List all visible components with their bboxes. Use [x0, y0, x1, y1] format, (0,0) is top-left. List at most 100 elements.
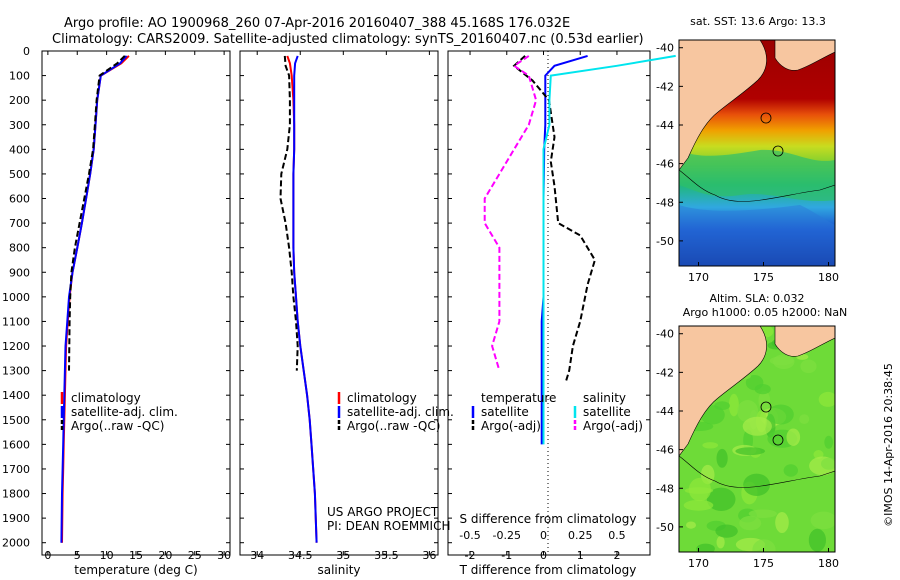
x-tick-label: 2	[613, 549, 620, 562]
sla-blob	[696, 543, 715, 552]
map-x-tick-label: 175	[753, 557, 774, 570]
depth-tick-label: 1300	[2, 365, 30, 378]
difference-xlabel: T difference from climatology	[459, 563, 637, 577]
depth-tick-label: 1500	[2, 414, 30, 427]
map-x-tick-label: 180	[818, 271, 839, 284]
argo-position-marker	[772, 145, 784, 157]
sla-map-title: Altim. SLA: 0.032	[709, 292, 804, 305]
series-layer	[60, 54, 676, 543]
map-y-tick-label: -40	[656, 42, 674, 55]
depth-tick-label: 1800	[2, 488, 30, 501]
sla-blob	[743, 473, 770, 496]
depth-tick-label: 500	[9, 168, 30, 181]
sla-blob	[821, 457, 835, 470]
depth-tick-label: 300	[9, 119, 30, 132]
x-tick-label: 10	[100, 549, 114, 562]
sla-map-ticks: 170 175 180 -40 -42 -44 -46 -48 -50	[656, 328, 839, 570]
sla-blob	[737, 400, 759, 423]
sla-blob	[686, 521, 696, 529]
sla-blob	[702, 442, 718, 449]
map-y-tick-label: -42	[656, 366, 674, 379]
x-tick-label: 20	[158, 549, 172, 562]
series-line-s-argo-adj-	[483, 55, 538, 371]
bathymetry-contour	[679, 169, 835, 202]
depth-tick-label: 0	[23, 45, 30, 58]
x-tick-label: -2	[465, 549, 476, 562]
legend-label: satellite-adj. clim.	[71, 405, 178, 419]
salinity-xlabel: salinity	[317, 563, 360, 577]
depth-tick-label: 1900	[2, 512, 30, 525]
pi-credit: PI: DEAN ROEMMICH	[327, 519, 450, 533]
sla-blob	[706, 487, 736, 511]
sla-blob	[752, 539, 776, 552]
map-y-tick-label: -44	[656, 119, 674, 132]
map-y-tick-label: -40	[656, 328, 674, 341]
x-tick-label-secondary: 0	[540, 529, 547, 542]
sst-map	[679, 40, 835, 266]
project-credit: US ARGO PROJECT	[327, 505, 439, 519]
temperature-xlabel: temperature (deg C)	[74, 563, 197, 577]
x-tick-label: 34	[250, 549, 264, 562]
map-y-tick-label: -50	[656, 235, 674, 248]
series-line-argo-raw-qc-	[68, 55, 126, 371]
x-tick-label: 35	[336, 549, 350, 562]
sla-blob	[688, 477, 712, 502]
x-tick-label: 0	[540, 549, 547, 562]
sst-map-title: sat. SST: 13.6 Argo: 13.3	[690, 15, 826, 28]
legend-label: climatology	[71, 391, 141, 405]
x-tick-label-secondary: -0.25	[493, 529, 521, 542]
map-y-tick-label: -46	[656, 158, 674, 171]
depth-tick-label: 1000	[2, 291, 30, 304]
sla-blob	[735, 447, 765, 455]
difference-xlabel-2: S difference from climatology	[460, 512, 637, 526]
map-y-tick-label: -48	[656, 196, 674, 209]
sla-blob	[799, 414, 810, 424]
legend-header-salinity: salinity	[583, 391, 626, 405]
sla-blob	[810, 511, 835, 530]
salinity-axes	[239, 50, 439, 556]
legend-label: Argo(-adj)	[481, 419, 541, 433]
sla-map-title-2: Argo h1000: 0.05 h2000: NaN	[683, 306, 848, 319]
land-south-island	[679, 40, 767, 171]
float-track-marker	[760, 401, 772, 413]
sst-front	[679, 149, 835, 202]
land-south-island	[679, 326, 767, 457]
sst-map-ticks: 170 175 180 -40 -42 -44 -46 -48 -50	[656, 42, 839, 284]
sla-blob	[739, 515, 762, 531]
legend-label: climatology	[347, 391, 417, 405]
map-y-tick-label: -50	[656, 521, 674, 534]
series-line-s-satellite	[542, 54, 676, 445]
map-x-tick-label: 175	[753, 271, 774, 284]
depth-tick-label: 200	[9, 94, 30, 107]
title-line-2: Climatology: CARS2009. Satellite-adjuste…	[52, 32, 644, 47]
x-tick-label: 15	[129, 549, 143, 562]
legend-header-temperature: temperature	[481, 391, 556, 405]
land-north-island	[774, 40, 835, 71]
x-tick-label: 1	[577, 549, 584, 562]
depth-tick-label: 1400	[2, 389, 30, 402]
temperature-legend: climatology satellite-adj. clim. Argo(..…	[60, 391, 178, 433]
map-y-tick-label: -42	[656, 80, 674, 93]
depth-tick-labels: 0 100 200 300 400 500 600 700 800 900 1000 1100 1200…	[2, 45, 30, 550]
sla-blob	[683, 499, 714, 511]
argo-position-marker	[772, 434, 784, 446]
x-tick-labels: 0 5 10 15 20 25 30 34 34.5 35 35.5 36 -2 -1 0 1 2 -0.5 -0.…	[44, 529, 625, 562]
title-line-1: Argo profile: AO 1900968_260 07-Apr-2016…	[64, 16, 570, 31]
sla-blob	[818, 391, 835, 407]
x-tick-label: 25	[188, 549, 202, 562]
x-tick-label-secondary: 0.25	[568, 529, 593, 542]
map-y-tick-label: -44	[656, 405, 674, 418]
sla-blob	[742, 416, 772, 436]
map-x-tick-label: 180	[818, 557, 839, 570]
sla-map-frame	[678, 325, 836, 553]
sst-map-frame	[678, 39, 836, 267]
x-tick-label: 34.5	[288, 549, 313, 562]
depth-tick-label: 1100	[2, 315, 30, 328]
sla-blob	[714, 401, 730, 411]
depth-tick-label: 2000	[2, 537, 30, 550]
x-tick-label-secondary: -0.5	[459, 529, 480, 542]
sla-blob	[769, 356, 794, 366]
series-line-climatology	[286, 55, 318, 543]
bathymetry-contour	[679, 455, 835, 488]
imos-credit: ©IMOS 14-Apr-2016 20:38:45	[882, 363, 895, 527]
